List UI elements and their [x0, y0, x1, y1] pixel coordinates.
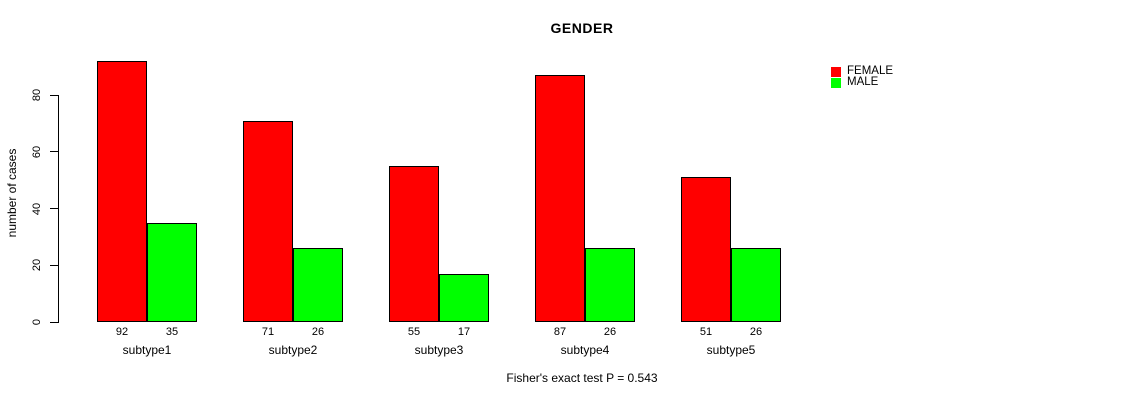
- bar-value-label-female-subtype1: 92: [115, 326, 129, 338]
- y-tick-label: 80: [31, 88, 43, 102]
- y-tick-mark: [50, 264, 58, 266]
- bar-female-subtype3: [389, 166, 439, 322]
- category-label-subtype2: subtype2: [268, 343, 318, 357]
- y-tick-label: 20: [31, 259, 43, 272]
- bar-value-label-female-subtype3: 55: [407, 326, 421, 338]
- bar-female-subtype5: [681, 177, 731, 322]
- legend-label-male: MALE: [847, 76, 879, 88]
- bar-male-subtype4: [585, 248, 635, 322]
- legend: FEMALE MALE: [831, 65, 894, 88]
- legend-item-male: MALE: [831, 76, 893, 88]
- legend-item-female: FEMALE: [831, 65, 894, 77]
- y-axis-label: number of cases: [5, 148, 19, 238]
- bar-male-subtype3: [439, 274, 489, 322]
- annotation-text: Fisher's exact test P = 0.543: [506, 371, 658, 385]
- y-tick-label: 60: [31, 145, 43, 158]
- y-axis-line: [58, 95, 59, 323]
- bar-value-label-male-subtype3: 17: [457, 326, 471, 338]
- bar-female-subtype1: [97, 61, 147, 322]
- category-label-subtype4: subtype4: [560, 343, 610, 357]
- bar-value-label-male-subtype2: 26: [311, 326, 325, 338]
- y-tick-mark: [50, 321, 58, 323]
- bar-value-label-male-subtype5: 26: [749, 326, 763, 338]
- bar-value-label-male-subtype1: 35: [165, 326, 179, 338]
- bar-male-subtype5: [731, 248, 781, 322]
- category-label-subtype5: subtype5: [706, 343, 756, 357]
- category-label-subtype1: subtype1: [122, 343, 172, 357]
- bar-value-label-female-subtype2: 71: [261, 326, 275, 338]
- legend-swatch-female: [831, 66, 841, 77]
- y-tick-label: 0: [31, 318, 43, 326]
- legend-label-female: FEMALE: [847, 65, 894, 77]
- legend-swatch-male: [831, 77, 841, 88]
- bar-female-subtype4: [535, 75, 585, 322]
- bar-value-label-male-subtype4: 26: [603, 326, 617, 338]
- bar-male-subtype1: [147, 223, 197, 322]
- y-tick-mark: [50, 208, 58, 209]
- y-tick-mark: [50, 94, 58, 96]
- bar-value-label-female-subtype4: 87: [553, 326, 567, 338]
- chart-title: GENDER: [550, 20, 614, 36]
- y-tick-label: 40: [31, 202, 43, 215]
- bar-female-subtype2: [243, 121, 293, 322]
- bar-male-subtype2: [293, 248, 343, 322]
- bar-value-label-female-subtype5: 51: [699, 326, 713, 338]
- y-tick-mark: [50, 151, 58, 153]
- category-label-subtype3: subtype3: [414, 343, 464, 357]
